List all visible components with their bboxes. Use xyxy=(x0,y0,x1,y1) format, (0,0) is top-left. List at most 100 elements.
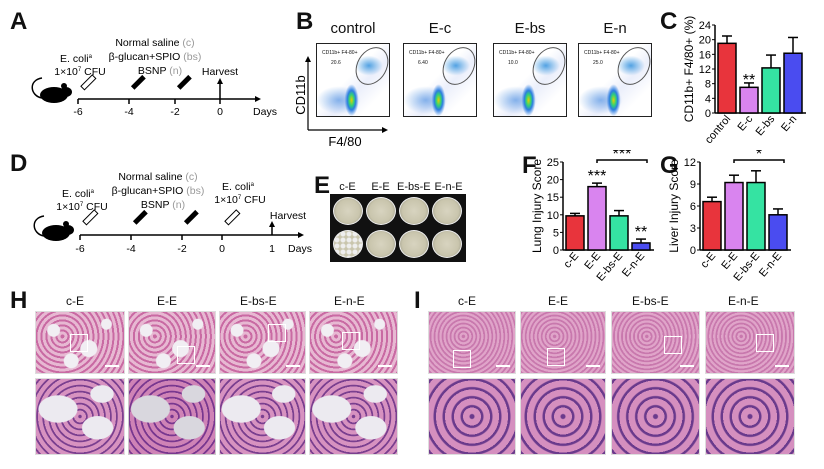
y-tick-label: 4 xyxy=(705,93,711,105)
panel-label-g: G xyxy=(660,152,679,179)
y-axis-label: Liver Injury Score xyxy=(667,159,681,253)
y-tick-label: 20 xyxy=(547,175,559,187)
x-tick-label: c-E xyxy=(561,250,581,270)
syringe-icon xyxy=(82,209,99,226)
y-tick-label: 10 xyxy=(547,210,559,222)
y-tick-label: 12 xyxy=(699,64,711,76)
y-tick-label: 3 xyxy=(690,223,696,235)
flow-title: control xyxy=(330,20,376,37)
y-tick-label: 0 xyxy=(705,108,711,120)
y-tick-label: 20 xyxy=(699,35,711,47)
bar-E-E xyxy=(587,185,607,251)
histo-title: E-n-E xyxy=(728,294,759,308)
significance-bracket xyxy=(596,159,648,163)
flow-plot: CD11b+ F4-80+ 20.6 xyxy=(316,43,390,117)
liver-histology-high xyxy=(705,378,795,455)
svg-text:-6: -6 xyxy=(75,243,84,255)
lung-histology-low xyxy=(35,311,125,374)
syringe-icon xyxy=(176,74,192,90)
plate-label: c-E xyxy=(339,181,356,193)
histo-title: E-E xyxy=(157,294,178,308)
svg-text:E. colia: E. colia xyxy=(222,181,255,193)
histo-title: c-E xyxy=(458,294,476,308)
liver-histology-high xyxy=(428,378,516,455)
svg-text:β-glucan+SPIO (bs): β-glucan+SPIO (bs) xyxy=(112,185,205,197)
flow-plot: CD11b+ F4-80+ 10.0 xyxy=(493,43,567,117)
histo-title: E-bs-E xyxy=(240,294,277,308)
svg-text:-2: -2 xyxy=(170,106,179,118)
plate-label: E-n-E xyxy=(434,181,463,193)
bar-E-n-E xyxy=(631,242,651,251)
svg-text:BSNP (n): BSNP (n) xyxy=(141,199,185,211)
x-tick-label: c-E xyxy=(698,250,718,270)
y-tick-label: 24 xyxy=(699,20,711,32)
svg-text:-6: -6 xyxy=(73,106,82,118)
lung-histology-low xyxy=(309,311,398,374)
syringe-icon xyxy=(132,209,148,225)
y-tick-label: 12 xyxy=(684,157,696,169)
liver-histology-low xyxy=(705,311,795,374)
svg-text:BSNP (n): BSNP (n) xyxy=(138,65,182,77)
svg-text:1×107 CFU: 1×107 CFU xyxy=(214,194,266,206)
y-axis-label: CD11b+ F4/80+ (%) xyxy=(682,16,696,123)
histo-title: E-bs-E xyxy=(632,294,669,308)
svg-text:1×107 CFU: 1×107 CFU xyxy=(54,66,106,78)
svg-text:-2: -2 xyxy=(177,243,186,255)
flow-axes: CD11b F4/80 xyxy=(293,56,388,149)
flow-plot: CD11b+ F4-80+ 25.0 xyxy=(578,43,652,117)
svg-text:E. colia: E. colia xyxy=(62,188,95,200)
svg-text:Normal saline (c): Normal saline (c) xyxy=(115,37,194,49)
liver-histology-low xyxy=(428,311,516,374)
svg-text:CD11b: CD11b xyxy=(293,75,308,115)
mouse-icon xyxy=(31,77,72,103)
bar-E-bs xyxy=(761,67,781,114)
x-tick-label: E-n-E xyxy=(620,250,647,279)
y-axis-label: Lung Injury Score xyxy=(530,159,544,253)
significance-label: * xyxy=(756,150,762,163)
significance-bracket xyxy=(733,159,785,163)
bar-E-bs-E xyxy=(746,181,766,251)
svg-text:β-glucan+SPIO (bs): β-glucan+SPIO (bs) xyxy=(109,51,202,63)
panel-label-f: F xyxy=(522,152,537,179)
y-tick-label: 16 xyxy=(699,49,711,61)
bar-c-E xyxy=(702,200,722,251)
liver-histology-low xyxy=(611,311,700,374)
y-tick-label: 8 xyxy=(705,79,711,91)
significance-label: ** xyxy=(635,224,647,241)
histo-title: E-E xyxy=(548,294,569,308)
svg-text:F4/80: F4/80 xyxy=(328,134,361,149)
svg-text:-4: -4 xyxy=(124,106,133,118)
timeline-d: -6 -4 -2 0 1 Days Harvest E. colia 1×107 CFU… xyxy=(33,171,312,255)
histo-title: c-E xyxy=(66,294,84,308)
y-tick-label: 0 xyxy=(690,245,696,257)
y-tick-label: 0 xyxy=(553,245,559,257)
lung-histology-low xyxy=(219,311,306,374)
bar-E-bs-E xyxy=(609,215,629,251)
liver-histology-high xyxy=(520,378,606,455)
bar-c-E xyxy=(565,215,585,251)
agar-plates-photo xyxy=(330,194,466,262)
svg-text:0: 0 xyxy=(219,243,225,255)
svg-text:Normal saline (c): Normal saline (c) xyxy=(118,171,197,183)
bar-E-n-E xyxy=(768,214,788,251)
svg-text:0: 0 xyxy=(217,106,223,118)
flow-title: E-bs xyxy=(514,20,546,37)
lung-histology-high xyxy=(219,378,306,455)
significance-label: *** xyxy=(613,150,632,163)
mouse-icon xyxy=(33,215,74,241)
panel-label-a: A xyxy=(10,8,28,35)
svg-text:-4: -4 xyxy=(126,243,135,255)
significance-label: ** xyxy=(743,72,755,89)
panel-label-e: E xyxy=(314,172,331,199)
bar-E-c xyxy=(739,86,759,114)
flow-title: E-c xyxy=(428,20,452,37)
bar-E-E xyxy=(724,181,744,251)
panel-label-c: C xyxy=(660,8,678,35)
lung-histology-high xyxy=(128,378,216,455)
svg-text:Harvest: Harvest xyxy=(202,66,238,78)
lung-histology-high xyxy=(35,378,125,455)
syringe-icon xyxy=(183,209,199,225)
syringe-icon xyxy=(224,209,241,226)
